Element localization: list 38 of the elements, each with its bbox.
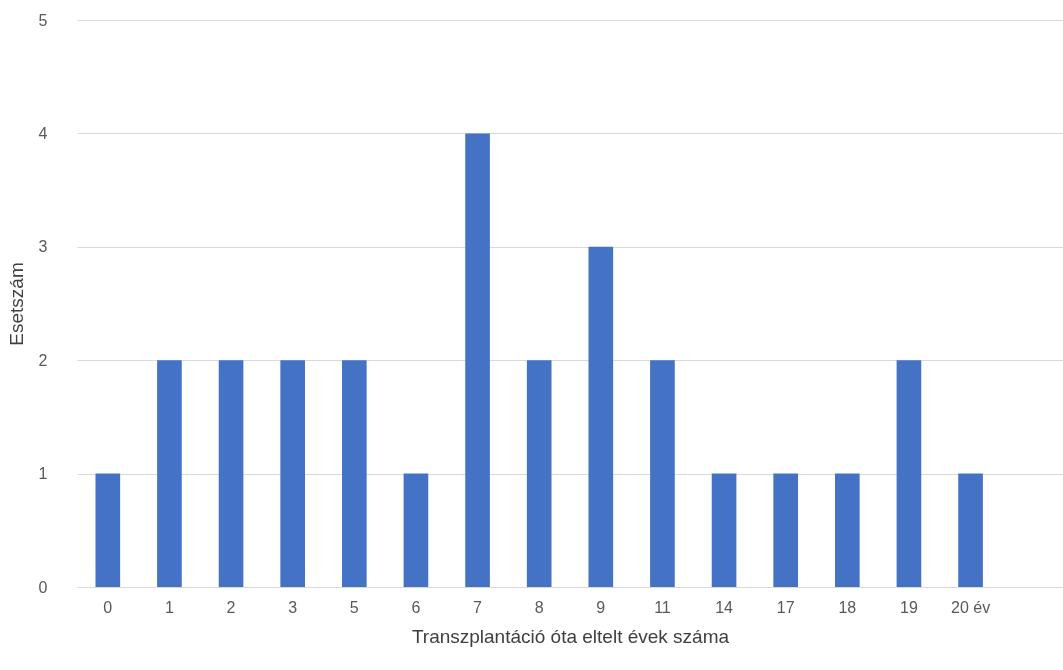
x-tick-label: 18 bbox=[838, 598, 857, 616]
x-tick-label: 3 bbox=[288, 598, 298, 616]
bar bbox=[526, 360, 552, 587]
bar bbox=[773, 473, 799, 587]
bar bbox=[650, 360, 675, 587]
bar bbox=[711, 473, 737, 587]
x-axis-title: Transzplantáció óta eltelt évek száma bbox=[411, 625, 730, 647]
x-tick-label: 2 bbox=[226, 598, 236, 616]
bar bbox=[403, 473, 429, 587]
bar bbox=[896, 360, 922, 587]
x-tick-label: 1 bbox=[164, 598, 174, 616]
x-tick-label: 6 bbox=[411, 598, 421, 616]
x-tick-label: 17 bbox=[776, 598, 795, 616]
bar bbox=[834, 473, 860, 587]
y-tick-label: 0 bbox=[38, 578, 48, 596]
x-tick-label: 20 év bbox=[950, 598, 991, 616]
x-tick-label: 9 bbox=[596, 598, 606, 616]
x-tick-label: 7 bbox=[473, 598, 483, 616]
bar bbox=[218, 360, 244, 587]
bar bbox=[95, 473, 121, 587]
y-tick-label: 3 bbox=[38, 238, 48, 256]
x-tick-label: 5 bbox=[349, 598, 359, 616]
x-tick-label: 19 bbox=[900, 598, 918, 616]
bar bbox=[157, 360, 182, 587]
y-axis-title: Esetszám bbox=[5, 262, 27, 346]
y-tick-label: 4 bbox=[38, 124, 48, 142]
x-tick-label: 11 bbox=[654, 598, 671, 616]
bar bbox=[588, 246, 614, 587]
x-tick-label: 14 bbox=[715, 598, 734, 616]
y-tick-label: 5 bbox=[38, 11, 48, 29]
y-tick-label: 2 bbox=[38, 351, 48, 369]
bar bbox=[465, 133, 490, 587]
x-tick-label: 8 bbox=[534, 598, 544, 616]
bar bbox=[958, 473, 983, 587]
bar bbox=[280, 360, 306, 587]
x-tick-label: 0 bbox=[103, 598, 113, 616]
bar bbox=[341, 360, 367, 587]
y-tick-label: 1 bbox=[38, 465, 48, 483]
